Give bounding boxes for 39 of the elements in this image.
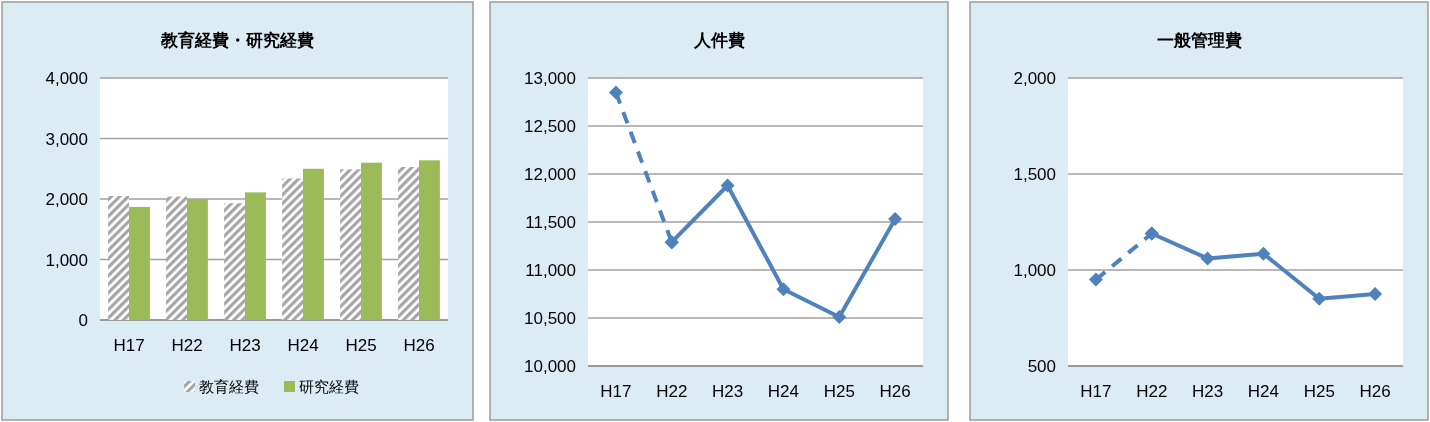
x-tick-label: H22	[656, 382, 688, 401]
y-tick-label: 11,000	[525, 261, 576, 280]
x-tick-label: H24	[767, 382, 800, 401]
y-tick-label: 12,000	[524, 165, 576, 184]
x-tick-label: H23	[711, 382, 744, 401]
x-tick-label: H24	[287, 336, 319, 355]
y-tick-label: 12,500	[524, 117, 576, 136]
y-tick-label: 10,000	[524, 357, 576, 376]
x-tick-label: H22	[1136, 382, 1168, 401]
x-tick-label: H25	[345, 336, 377, 355]
y-tick-label: 4,000	[45, 69, 88, 88]
y-tick-label: 10,500	[524, 309, 576, 328]
x-tick-label: H17	[600, 382, 632, 401]
y-tick-label: 0	[78, 311, 88, 330]
y-tick-label: 1,500	[1013, 165, 1056, 184]
x-tick-label: H23	[1191, 382, 1224, 401]
x-tick-label: H17	[1080, 382, 1112, 401]
chart-title: 一般管理費	[1156, 31, 1242, 50]
x-tick-label: H25	[823, 382, 855, 401]
x-tick-label: H26	[403, 336, 435, 355]
x-tick-label: H17	[113, 336, 145, 355]
y-tick-label: 2,000	[1013, 69, 1056, 88]
y-tick-label: 500	[1027, 357, 1056, 376]
y-tick-label: 2,000	[45, 190, 88, 209]
x-tick-label: H22	[171, 336, 203, 355]
y-tick-label: 1,000	[45, 250, 88, 270]
chart-title: 教育経費・研究経費	[160, 30, 314, 50]
x-tick-label: H25	[1303, 382, 1335, 401]
x-tick-label: H24	[1247, 382, 1280, 401]
y-tick-label: 1,000	[1013, 261, 1056, 280]
y-tick-label: 3,000	[45, 129, 88, 149]
x-tick-label: H26	[1359, 382, 1391, 401]
y-tick-label: 11,500	[525, 213, 576, 232]
x-tick-label: H26	[879, 382, 911, 401]
x-tick-label: H23	[229, 336, 261, 355]
chart-title: 人件費	[692, 31, 745, 50]
legend-label: 教育経費	[199, 378, 259, 395]
legend-label: 研究経費	[299, 378, 359, 395]
y-tick-label: 13,000	[524, 69, 576, 88]
